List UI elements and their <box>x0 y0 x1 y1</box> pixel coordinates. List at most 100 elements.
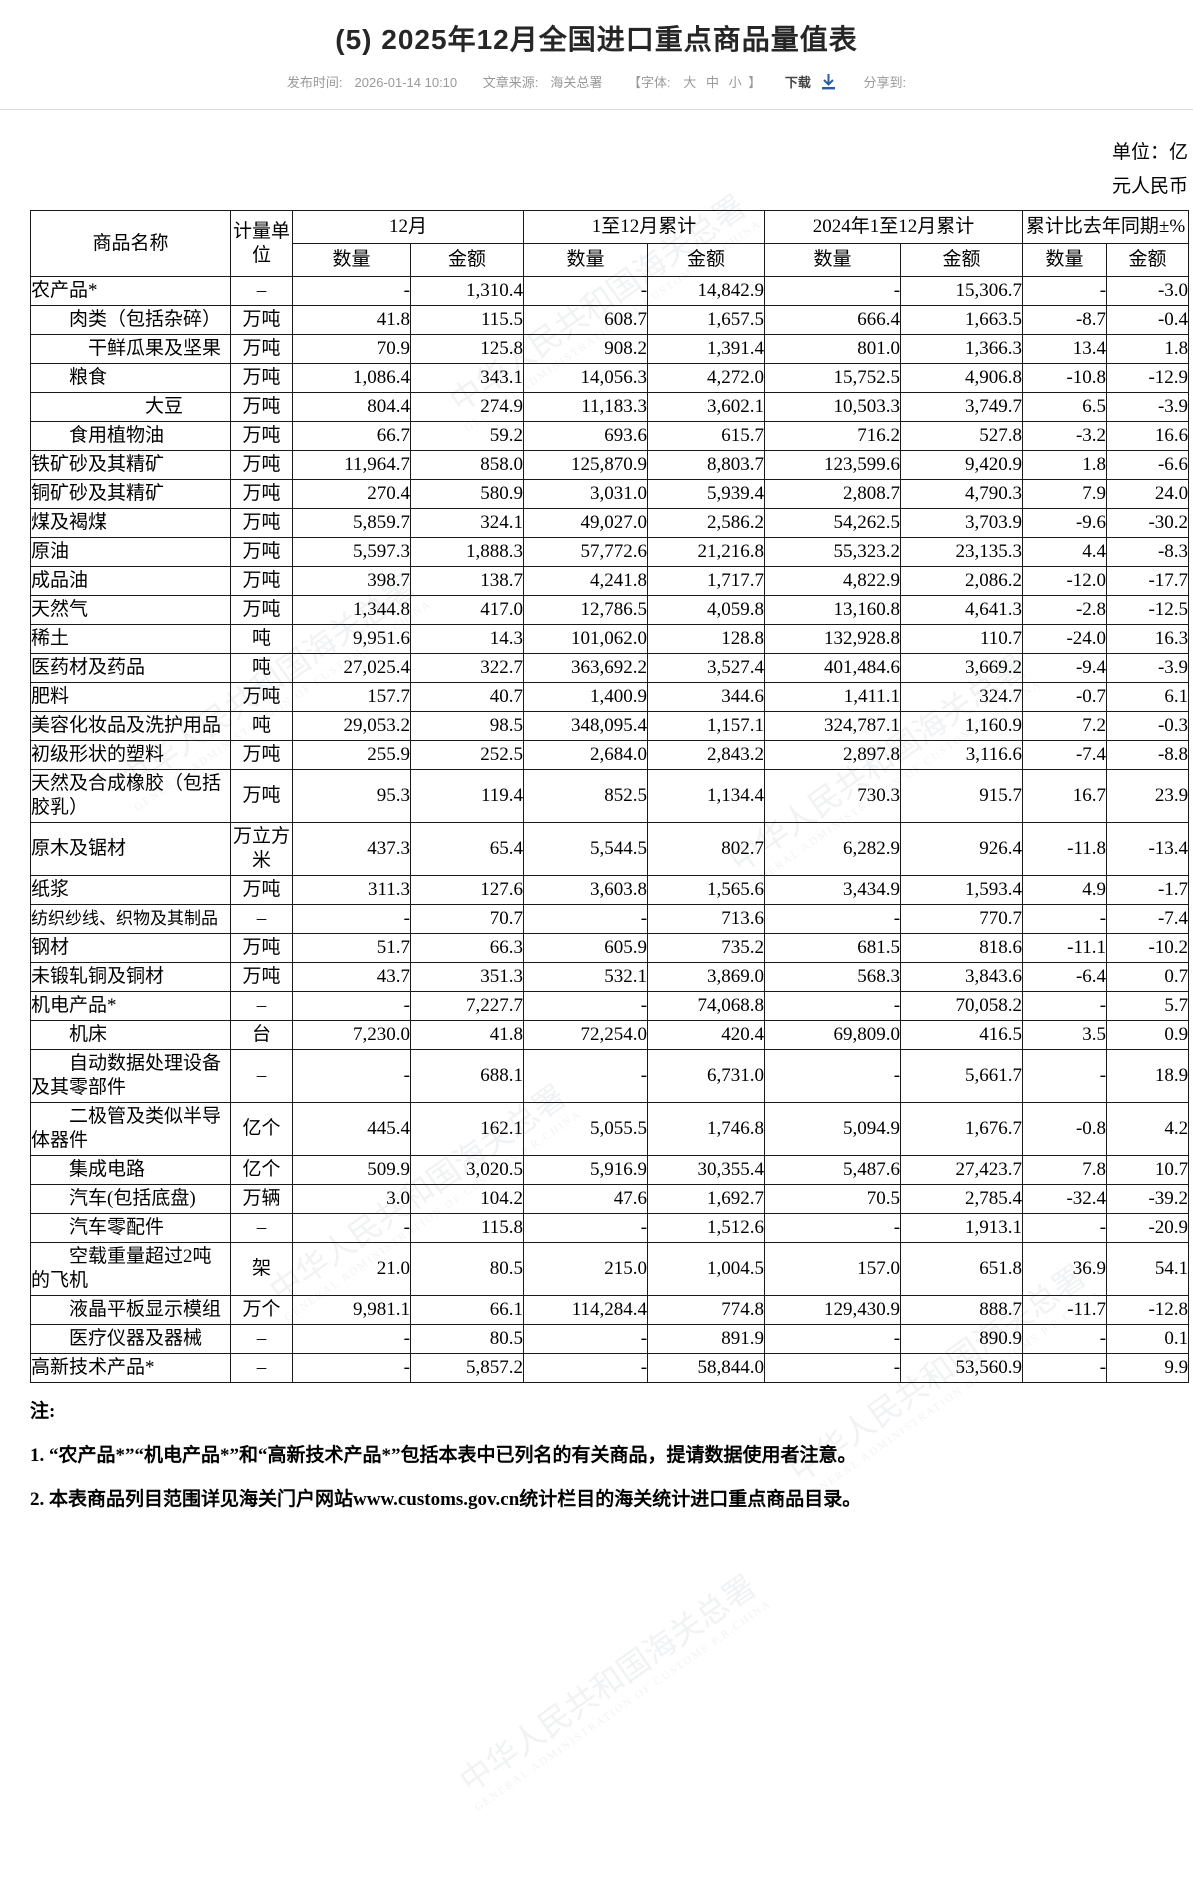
share-label[interactable]: 分享到: <box>863 75 907 90</box>
subcol-quantity: 数量 <box>1022 243 1108 277</box>
quantity-cell: 270.4 <box>292 479 411 509</box>
amount-cell: 926.4 <box>900 822 1024 876</box>
quantity-cell: 157.0 <box>764 1242 902 1296</box>
quantity-cell: 11,183.3 <box>523 392 649 422</box>
unit-cell: 亿个 <box>230 1102 293 1156</box>
table-body: 农产品* – -1,310.4-14,842.9-15,306.7- -3.0 肉类（包… <box>30 276 1190 1383</box>
amount-cell: 5,661.7 <box>900 1049 1024 1103</box>
quantity-cell: 57,772.6 <box>523 537 649 567</box>
quantity-cell: 401,484.6 <box>764 653 902 683</box>
amount-cell: 10.7 <box>1106 1155 1190 1185</box>
unit-note: 单位：亿 元人民币 <box>30 136 1188 204</box>
commodity-name-cell: 铁矿砂及其精矿 <box>30 450 231 480</box>
amount-cell: 1,512.6 <box>647 1213 766 1243</box>
quantity-cell: - <box>764 991 902 1021</box>
quantity-cell: -6.4 <box>1022 962 1108 992</box>
col-group-2024-jan-dec: 2024年1至12月累计 <box>764 210 1024 244</box>
table-row: 汽车零配件 – -115.8-1,512.6-1,913.1- -20.9 <box>30 1213 1190 1243</box>
amount-cell: 74,068.8 <box>647 991 766 1021</box>
quantity-cell: 6.5 <box>1022 392 1108 422</box>
amount-cell: -10.2 <box>1106 933 1190 963</box>
amount-cell: 21,216.8 <box>647 537 766 567</box>
commodity-name-cell: 成品油 <box>30 566 231 596</box>
font-size-small-button[interactable]: 小 <box>728 75 742 90</box>
amount-cell: 1,888.3 <box>409 537 525 567</box>
quantity-cell: - <box>764 1324 902 1354</box>
quantity-cell: -9.6 <box>1022 508 1108 538</box>
unit-cell: 吨 <box>230 711 293 741</box>
unit-cell: 万吨 <box>230 305 293 335</box>
amount-cell: 1,160.9 <box>900 711 1024 741</box>
amount-cell: 110.7 <box>900 624 1024 654</box>
unit-cell: 万吨 <box>230 421 293 451</box>
quantity-cell: 1,086.4 <box>292 363 411 393</box>
commodity-name-cell: 肥料 <box>30 682 231 712</box>
font-size-large-button[interactable]: 大 <box>683 75 697 90</box>
subcol-amount: 金额 <box>900 243 1024 277</box>
footnote-label: 注: <box>30 1401 56 1422</box>
quantity-cell: - <box>292 904 411 934</box>
amount-cell: 1,692.7 <box>647 1184 766 1214</box>
quantity-cell: 730.3 <box>764 769 902 823</box>
amount-cell: 4.2 <box>1106 1102 1190 1156</box>
unit-cell: – <box>230 1049 293 1103</box>
amount-cell: -3.0 <box>1106 276 1190 306</box>
amount-cell: 3,703.9 <box>900 508 1024 538</box>
unit-cell: 万吨 <box>230 933 293 963</box>
quantity-cell: 5,487.6 <box>764 1155 902 1185</box>
page-title: (5) 2025年12月全国进口重点商品量值表 <box>335 24 858 55</box>
amount-cell: 1,717.7 <box>647 566 766 596</box>
quantity-cell: 3,603.8 <box>523 875 649 905</box>
amount-cell: 27,423.7 <box>900 1155 1024 1185</box>
amount-cell: 14.3 <box>409 624 525 654</box>
commodity-name-cell: 天然及合成橡胶（包括胶乳） <box>30 769 231 823</box>
amount-cell: -1.7 <box>1106 875 1190 905</box>
unit-cell: 万辆 <box>230 1184 293 1214</box>
amount-cell: -39.2 <box>1106 1184 1190 1214</box>
quantity-cell: - <box>764 276 902 306</box>
amount-cell: 4,641.3 <box>900 595 1024 625</box>
unit-cell: 万吨 <box>230 740 293 770</box>
commodity-name-cell: 稀土 <box>30 624 231 654</box>
commodity-name-cell: 煤及褐煤 <box>30 508 231 538</box>
commodity-name-cell: 汽车(包括底盘) <box>30 1184 231 1214</box>
quantity-cell: 47.6 <box>523 1184 649 1214</box>
quantity-cell: -12.0 <box>1022 566 1108 596</box>
col-group-jan-dec: 1至12月累计 <box>523 210 766 244</box>
commodity-name-cell: 汽车零配件 <box>30 1213 231 1243</box>
quantity-cell: 1,411.1 <box>764 682 902 712</box>
publish-time-value: 2026-01-14 10:10 <box>354 75 458 90</box>
commodity-name-cell: 空载重量超过2吨的飞机 <box>30 1242 231 1296</box>
unit-cell: 万吨 <box>230 450 293 480</box>
amount-cell: 9,420.9 <box>900 450 1024 480</box>
amount-cell: 1,657.5 <box>647 305 766 335</box>
subcol-amount: 金额 <box>647 243 766 277</box>
table-row: 肥料 万吨 157.7 40.7 1,400.9 344.6 1,411.1 324.7 -0.… <box>30 682 1190 712</box>
quantity-cell: 2,897.8 <box>764 740 902 770</box>
table-row: 天然气 万吨 1,344.8 417.0 12,786.5 4,059.8 13,160.8… <box>30 595 1190 625</box>
quantity-cell: -11.8 <box>1022 822 1108 876</box>
download-icon[interactable] <box>821 73 836 93</box>
quantity-cell: 55,323.2 <box>764 537 902 567</box>
quantity-cell: 9,951.6 <box>292 624 411 654</box>
quantity-cell: 16.7 <box>1022 769 1108 823</box>
commodity-name-cell: 初级形状的塑料 <box>30 740 231 770</box>
amount-cell: 324.7 <box>900 682 1024 712</box>
download-button[interactable]: 下载 <box>784 75 811 90</box>
commodity-name-cell: 纺织纱线、织物及其制品 <box>30 904 231 934</box>
font-size-medium-button[interactable]: 中 <box>705 75 719 90</box>
amount-cell: 1,391.4 <box>647 334 766 364</box>
table-row: 农产品* – -1,310.4-14,842.9-15,306.7- -3.0 <box>30 276 1190 306</box>
amount-cell: 0.7 <box>1106 962 1190 992</box>
amount-cell: 80.5 <box>409 1324 525 1354</box>
quantity-cell: -9.4 <box>1022 653 1108 683</box>
commodity-name-cell: 自动数据处理设备及其零部件 <box>30 1049 231 1103</box>
quantity-cell: 72,254.0 <box>523 1020 649 1050</box>
quantity-cell: 5,094.9 <box>764 1102 902 1156</box>
amount-cell: 770.7 <box>900 904 1024 934</box>
source-value: 海关总署 <box>550 75 603 90</box>
unit-cell: 万吨 <box>230 875 293 905</box>
unit-cell: 万吨 <box>230 508 293 538</box>
table-row: 二极管及类似半导体器件 亿个 445.4 162.1 5,055.5 1,746.8 5,0… <box>30 1102 1190 1156</box>
amount-cell: 351.3 <box>409 962 525 992</box>
